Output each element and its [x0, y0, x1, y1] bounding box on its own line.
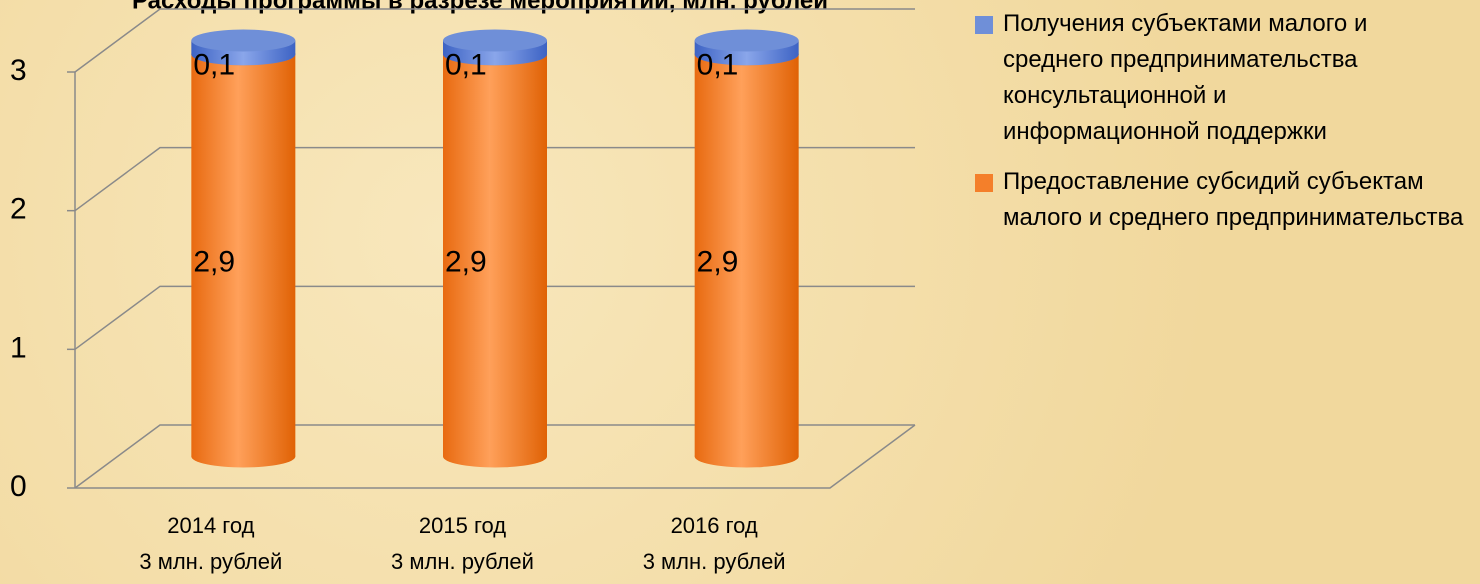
x-tick-label: 3 млн. рублей	[643, 549, 786, 574]
y-tick-label: 0	[10, 470, 27, 503]
legend-item: Получения субъектами малого и среднего п…	[975, 6, 1383, 150]
chart: Расходы программы в разрезе мероприятий,…	[10, 0, 916, 574]
x-tick-label: 3 млн. рублей	[391, 549, 534, 574]
floor	[75, 424, 916, 489]
grid-line	[74, 285, 915, 350]
value-label: 0,1	[445, 48, 487, 81]
cylinder-segment	[191, 43, 296, 468]
cylinder-segment	[443, 29, 547, 66]
x-tick-label: 3 млн. рублей	[139, 549, 282, 574]
legend-label: Получения субъектами малого и среднего п…	[1003, 10, 1368, 145]
legend-label: Предоставление субсидий субъектам малого…	[1003, 168, 1464, 231]
x-tick-label: 2016 год	[671, 513, 758, 538]
y-tick-label: 2	[10, 193, 27, 226]
grid-line	[74, 424, 915, 489]
y-tick-label: 3	[10, 54, 27, 87]
grid-line	[74, 146, 915, 212]
cylinder-part	[191, 29, 296, 52]
value-label: 0,1	[193, 48, 235, 81]
value-label: 2,9	[445, 245, 487, 278]
cylinder-part	[694, 29, 799, 52]
cylinder-part	[443, 29, 547, 52]
x-tick-label: 2014 год	[167, 513, 254, 538]
legend-swatch	[975, 16, 993, 34]
value-label: 0,1	[697, 48, 739, 81]
value-label: 2,9	[697, 245, 739, 278]
chart-title: Расходы программы в разрезе мероприятий,…	[132, 0, 828, 14]
cylinder-segment	[443, 43, 547, 468]
legend-swatch	[975, 174, 993, 192]
y-tick-label: 1	[10, 331, 27, 364]
cylinder-part	[443, 54, 547, 457]
cylinder-segment	[694, 29, 799, 66]
legend-item: Предоставление субсидий субъектам малого…	[975, 164, 1480, 236]
legend: Получения субъектами малого и среднего п…	[975, 6, 1480, 250]
cylinder-segment	[191, 29, 296, 66]
x-tick-label: 2015 год	[419, 513, 506, 538]
value-label: 2,9	[193, 245, 235, 278]
cylinder-part	[694, 54, 799, 457]
grid-line	[74, 8, 915, 73]
cylinder-part	[191, 54, 296, 457]
